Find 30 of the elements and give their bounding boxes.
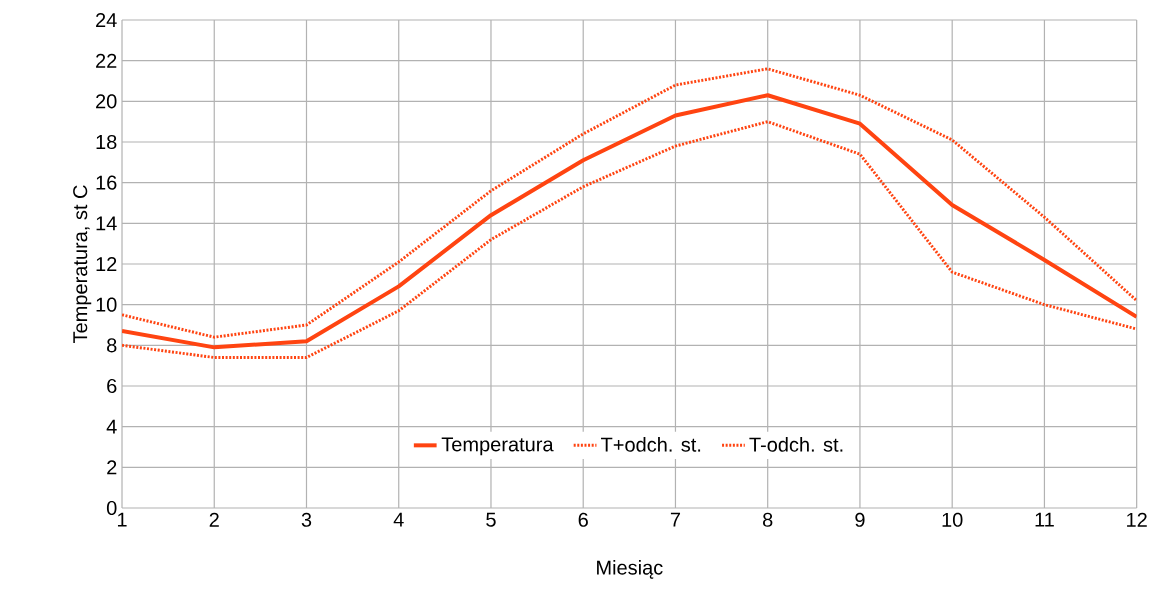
x-tick-label: 3 [301,512,312,527]
x-tick-label: 5 [486,512,496,527]
y-tick-label: 22 [96,53,117,68]
y-tick-label: 16 [96,175,117,190]
y-tick-label: 8 [107,338,117,353]
y-tick-label: 20 [96,94,117,109]
y-axis-title: Temperatura, st C [73,185,92,344]
x-tick-label: 9 [855,512,865,527]
x-tick-label: 7 [670,512,681,527]
y-tick-label: 10 [96,297,117,312]
x-axis-title: Miesiąc [597,560,663,579]
y-tick-label: 2 [107,460,117,475]
y-tick-label: 0 [106,500,117,516]
legend-label: Temperatura [441,437,554,456]
x-tick-label: 10 [942,512,963,527]
x-tick-label: 1 [117,512,127,527]
y-tick-label: 4 [106,419,117,434]
y-tick-label: 18 [96,134,117,150]
x-tick-label: 2 [209,512,219,527]
x-tick-label: 11 [1035,512,1054,527]
x-tick-label: 6 [578,512,588,527]
x-tick-label: 4 [393,512,404,527]
legend-label: T+odch. st. [601,437,701,452]
legend-label: T-odch. st. [749,437,843,452]
y-tick-label: 6 [107,378,117,394]
y-tick-label: 12 [96,257,117,271]
x-tick-label: 12 [1127,512,1147,527]
y-tick-label: 24 [96,13,117,27]
y-tick-label: 14 [96,216,117,231]
x-tick-label: 8 [763,512,773,527]
